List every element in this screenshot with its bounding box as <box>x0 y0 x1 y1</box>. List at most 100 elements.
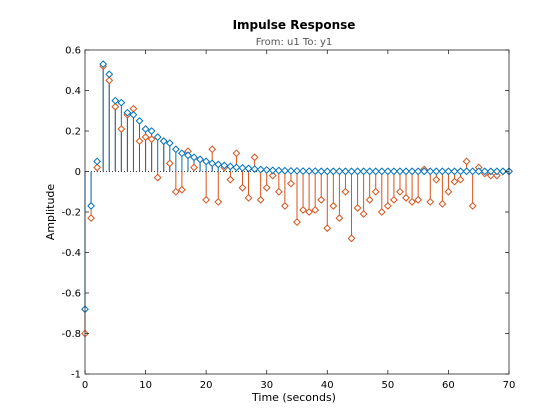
stem-marker <box>190 163 198 172</box>
x-ticks: 0 10 20 30 40 50 60 70 <box>82 50 515 391</box>
stem-marker <box>299 167 307 176</box>
stem-marker <box>214 160 223 169</box>
stem-marker <box>129 110 138 119</box>
stem-marker <box>105 76 114 85</box>
stem-marker <box>402 193 410 202</box>
stem-marker <box>293 166 301 175</box>
stem-marker <box>165 159 174 168</box>
stem-marker <box>202 195 211 204</box>
stem-marker <box>171 187 180 196</box>
stem-marker <box>492 171 501 180</box>
stem-marker <box>383 167 392 176</box>
y-tick-label: -0.2 <box>61 208 81 219</box>
stem-marker <box>256 195 265 204</box>
stem-marker <box>153 173 162 182</box>
chart-subtitle: From: u1 To: y1 <box>256 37 333 48</box>
stem-marker <box>359 167 368 176</box>
stem-marker <box>317 167 326 176</box>
stem-marker <box>383 202 392 210</box>
stem-marker <box>468 167 477 176</box>
series-0-markers <box>81 60 513 314</box>
stem-marker <box>287 166 295 175</box>
x-axis-label: Time (seconds) <box>251 391 336 404</box>
stem-marker <box>280 166 289 175</box>
stem-marker <box>432 167 441 176</box>
stem-marker <box>371 187 380 196</box>
y-tick-label: 0.6 <box>65 46 81 57</box>
stem-marker <box>335 214 344 222</box>
stem-marker <box>238 163 247 172</box>
stem-marker <box>226 162 235 171</box>
x-tick-label: 10 <box>139 380 152 391</box>
stem-marker <box>396 167 404 176</box>
stem-marker <box>438 199 447 208</box>
stem-marker <box>87 202 95 210</box>
stem-marker <box>305 208 314 216</box>
stem-marker <box>396 187 404 196</box>
stem-marker <box>311 167 320 176</box>
y-tick-label: -0.6 <box>61 289 81 300</box>
y-ticks: -1 -0.8 -0.6 -0.4 -0.2 0 0.2 0.4 0.6 <box>61 46 509 381</box>
stem-marker <box>93 163 102 172</box>
stem-marker <box>450 167 459 176</box>
stem-marker <box>450 177 459 186</box>
stem-marker <box>353 167 362 176</box>
stem-marker <box>250 165 259 173</box>
stem-marker <box>402 167 410 176</box>
stem-marker <box>444 187 453 196</box>
stem-marker <box>390 167 398 176</box>
stem-marker <box>268 166 277 175</box>
stem-marker <box>262 183 271 192</box>
stem-marker <box>329 167 338 176</box>
stem-marker <box>414 167 423 176</box>
markers-layer <box>81 60 513 338</box>
stem-marker <box>293 218 301 227</box>
x-tick-label: 50 <box>381 380 394 391</box>
stem-marker <box>250 153 259 162</box>
y-tick-label: -0.8 <box>61 329 81 340</box>
stem-marker <box>178 185 186 194</box>
y-axis-label: Amplitude <box>44 184 57 241</box>
stem-marker <box>438 167 447 176</box>
stem-marker <box>341 167 350 176</box>
stem-marker <box>462 157 471 166</box>
stem-marker <box>323 224 332 233</box>
stem-marker <box>256 165 265 174</box>
stem-marker <box>244 193 253 202</box>
stem-marker <box>390 195 398 204</box>
stem-marker <box>311 206 320 214</box>
stem-marker <box>105 70 114 79</box>
stem-marker <box>202 157 211 166</box>
stem-marker <box>153 133 162 141</box>
x-tick-label: 20 <box>200 380 213 391</box>
stem-marker <box>165 139 174 148</box>
stem-marker <box>208 159 217 168</box>
stem-marker <box>274 187 283 196</box>
stem-marker <box>244 164 253 173</box>
stem-marker <box>408 167 416 176</box>
stem-marker <box>299 206 307 214</box>
y-tick-label: -1 <box>71 370 81 381</box>
stem-marker <box>178 149 186 158</box>
stem-marker <box>238 183 247 192</box>
stem-marker <box>329 202 338 210</box>
stem-marker <box>262 165 271 174</box>
stem-marker <box>317 195 326 204</box>
stem-marker <box>365 195 374 204</box>
stem-marker <box>359 210 368 218</box>
y-tick-label: 0 <box>75 167 81 178</box>
stem-marker <box>135 137 144 146</box>
stem-marker <box>420 167 429 176</box>
x-tick-label: 40 <box>321 380 334 391</box>
stem-marker <box>365 167 374 176</box>
x-tick-label: 0 <box>82 380 88 391</box>
stem-marker <box>474 167 483 176</box>
stem-marker <box>117 125 126 133</box>
stem-marker <box>335 167 344 176</box>
x-tick-label: 60 <box>442 380 455 391</box>
stem-marker <box>135 116 144 125</box>
stem-marker <box>371 167 380 176</box>
stem-marker <box>426 167 435 176</box>
stem-marker <box>226 175 235 184</box>
